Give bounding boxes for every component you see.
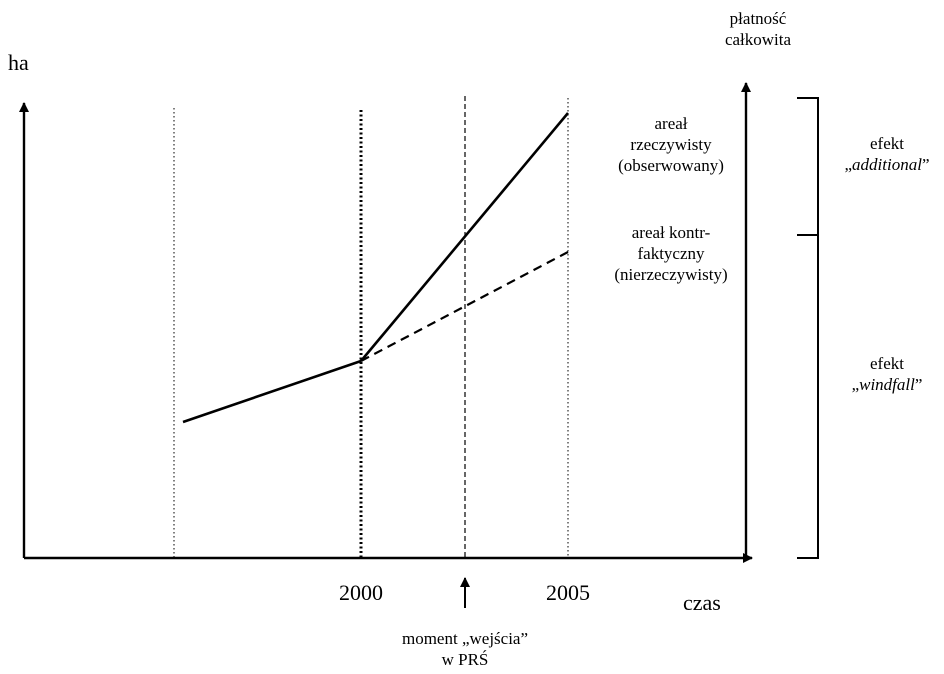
line-counterfactual-area: [360, 251, 569, 362]
actual-area-label: areał rzeczywisty (obserwowany): [596, 113, 746, 176]
counterfactual-area-label-line1: areał kontr-: [631, 223, 711, 242]
entry-marker-label-line1: moment „wejścia”: [401, 629, 529, 648]
entry-marker-label: moment „wejścia” w PRŚ: [375, 628, 555, 670]
additional-effect-label: efekt „additional”: [836, 133, 938, 175]
tick-label-2005: 2005: [546, 580, 590, 605]
right-axis-label: płatność całkowita: [708, 8, 808, 50]
x-axis-label: czas: [683, 590, 721, 615]
y-axis-label: ha: [8, 50, 29, 75]
additional-effect-label-line1: efekt: [870, 134, 904, 153]
bracket-windfall: [797, 235, 819, 559]
right-axis-label-line2: całkowita: [724, 30, 792, 49]
line-pre-2000: [182, 359, 362, 424]
actual-area-label-line1: areał: [654, 114, 688, 133]
counterfactual-area-label-line3: (nierzeczywisty): [614, 265, 728, 284]
counterfactual-area-label: areał kontr- faktyczny (nierzeczywisty): [591, 222, 751, 285]
tick-label-2000: 2000: [339, 580, 383, 605]
windfall-quote-close: ”: [914, 375, 923, 394]
additional-quote-close: ”: [921, 155, 930, 174]
windfall-quote-open: „: [851, 375, 860, 394]
windfall-effect-label: efekt „windfall”: [836, 353, 938, 395]
actual-area-label-line3: (obserwowany): [618, 156, 724, 175]
windfall-effect-label-line2: „windfall”: [836, 374, 938, 395]
line-actual-area: [360, 112, 569, 362]
counterfactual-area-label-line2: faktyczny: [637, 244, 705, 263]
additional-effect-label-line2: „additional”: [836, 154, 938, 175]
actual-area-label-line2: rzeczywisty: [630, 135, 712, 154]
bracket-additional: [797, 97, 819, 236]
windfall-effect-name: windfall: [859, 375, 915, 394]
windfall-effect-label-line1: efekt: [870, 354, 904, 373]
additional-quote-open: „: [844, 155, 853, 174]
entry-marker-label-line2: w PRŚ: [441, 650, 489, 669]
additional-effect-name: additional: [852, 155, 922, 174]
right-axis-label-line1: płatność: [729, 9, 787, 28]
